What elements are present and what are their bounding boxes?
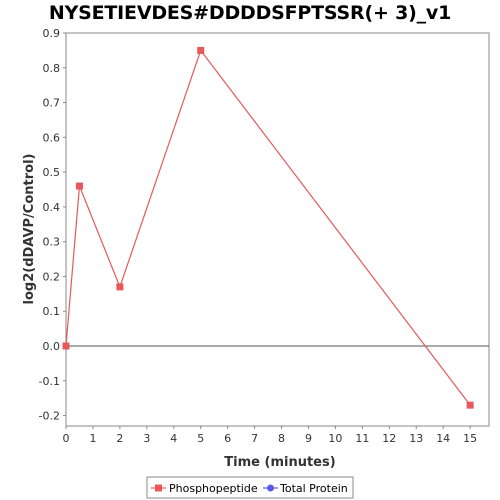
y-tick-label: 0.6 xyxy=(43,131,61,144)
data-point xyxy=(197,46,205,54)
y-tick-label: 0.7 xyxy=(43,97,61,110)
x-tick-label: 14 xyxy=(436,432,450,445)
y-tick-label: 0.9 xyxy=(43,27,61,40)
x-tick-label: 10 xyxy=(328,432,342,445)
y-tick-label: 0.5 xyxy=(43,166,61,179)
x-tick-label: 6 xyxy=(224,432,231,445)
y-tick-label: -0.2 xyxy=(39,410,60,423)
x-tick-label: 12 xyxy=(382,432,396,445)
axis-layer: -0.2 -0.1 0.0 0.1 0.2 0.3 0.4 0.5 0.6 0.7 0.8 0.9 0 1… xyxy=(39,27,489,445)
chart-title: NYSETIEVDES#DDDDSFPTSSR(+ 3)_v1 xyxy=(48,2,452,24)
x-tick-label: 4 xyxy=(170,432,177,445)
legend: Phosphopeptide Total Protein xyxy=(146,476,354,499)
data-point xyxy=(62,342,70,350)
data-point xyxy=(75,182,83,190)
legend-box xyxy=(146,476,354,499)
data-point xyxy=(116,283,124,291)
y-tick-label: 0.4 xyxy=(43,201,61,214)
x-tick-label: 5 xyxy=(197,432,204,445)
y-tick-label: 0.8 xyxy=(43,62,61,75)
legend-marker-square xyxy=(155,484,162,492)
x-tick-label: 8 xyxy=(278,432,285,445)
x-tick-label: 0 xyxy=(63,432,70,445)
legend-label: Total Protein xyxy=(279,482,348,495)
x-tick-label: 1 xyxy=(89,432,96,445)
plot-area xyxy=(65,32,490,427)
x-tick-label: 3 xyxy=(143,432,150,445)
x-tick-label: 11 xyxy=(355,432,369,445)
legend-label: Phosphopeptide xyxy=(169,482,258,495)
x-tick-label: 9 xyxy=(305,432,312,445)
x-tick-label: 2 xyxy=(116,432,123,445)
x-axis-title: Time (minutes) xyxy=(224,455,335,470)
y-axis-title: log2(dDAVP/Control) xyxy=(22,154,37,305)
y-tick-label: -0.1 xyxy=(39,375,60,388)
legend-marker-circle xyxy=(267,484,274,492)
y-tick-label: 0.2 xyxy=(43,270,61,283)
y-tick-label: 0.3 xyxy=(43,236,61,249)
x-tick-label: 13 xyxy=(409,432,423,445)
x-tick-label: 7 xyxy=(251,432,258,445)
series-layer xyxy=(62,46,474,409)
y-tick-label: 0.0 xyxy=(43,340,61,353)
y-tick-label: 0.1 xyxy=(43,305,61,318)
data-point xyxy=(466,401,474,409)
x-tick-label: 15 xyxy=(463,432,477,445)
